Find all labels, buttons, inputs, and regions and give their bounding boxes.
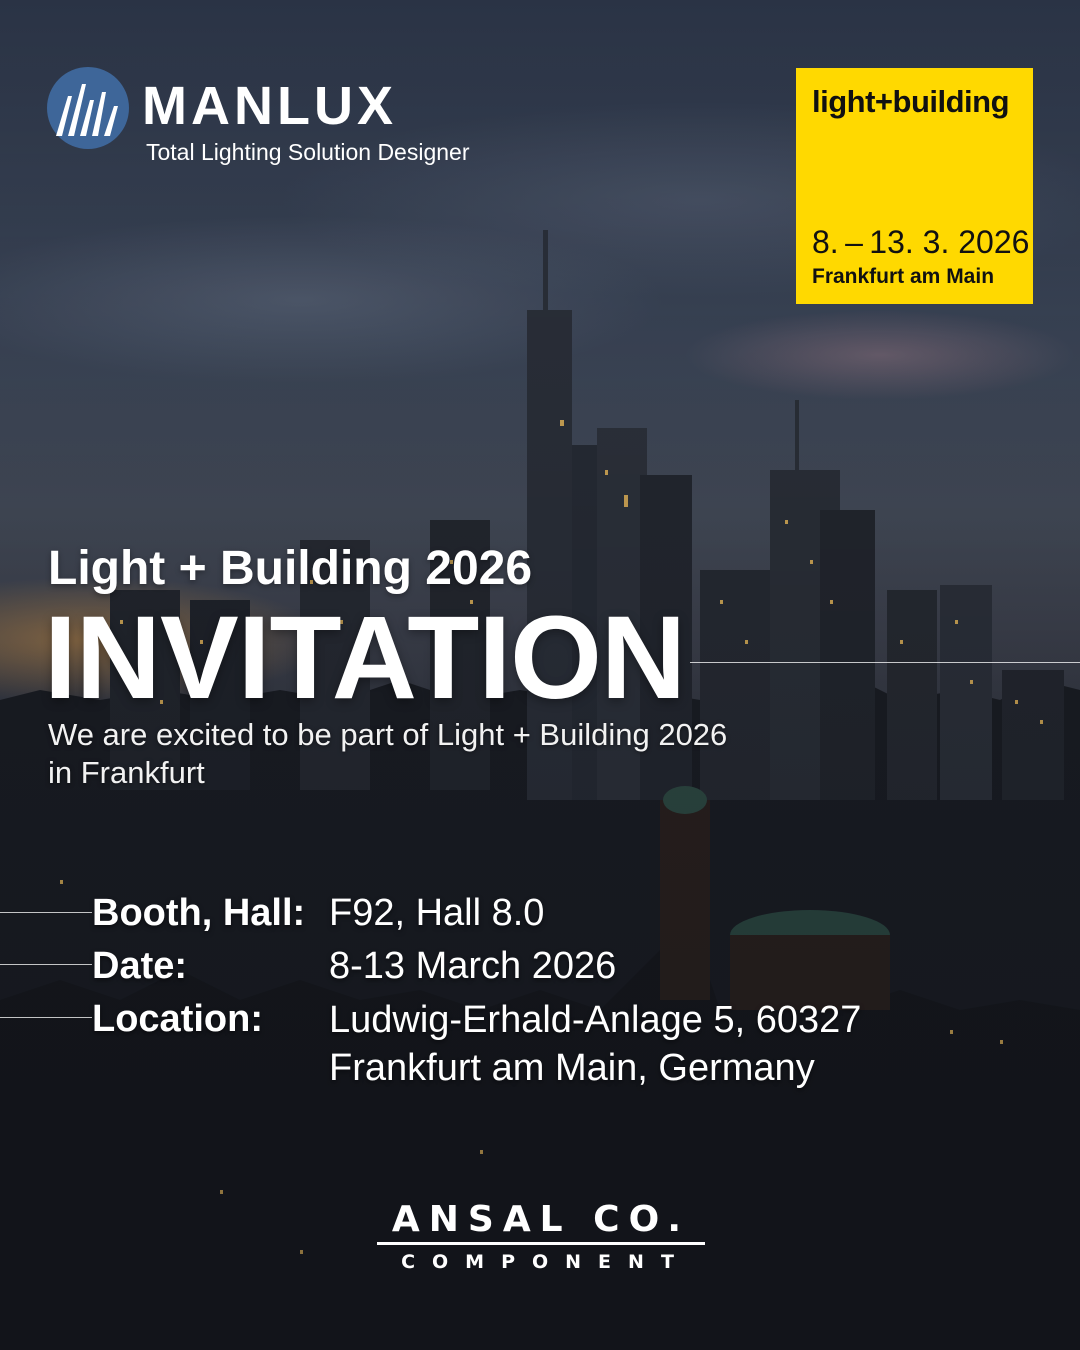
ansal-logo: ANSAL CO. COMPONENT — [376, 1199, 706, 1273]
brand-tagline: Total Lighting Solution Designer — [146, 139, 470, 165]
date-rule — [0, 964, 92, 965]
light-building-badge: light+building 8. – 13. 3. 2026 Frankfur… — [796, 68, 1033, 304]
location-row: Location: Ludwig-Erhald-Anlage 5, 60327 … — [92, 996, 992, 1106]
intro-text: We are excited to be part of Light + Bui… — [48, 716, 848, 792]
event-title: Light + Building 2026 — [48, 542, 533, 595]
partner-logo-rule — [377, 1242, 705, 1245]
intro-line-2: in Frankfurt — [48, 755, 205, 790]
location-line-2: Frankfurt am Main, Germany — [329, 1047, 815, 1089]
partner-name: ANSAL CO. — [391, 1199, 691, 1240]
location-rule — [0, 1017, 92, 1018]
date-row: Date: 8-13 March 2026 — [92, 943, 992, 996]
location-label: Location: — [92, 998, 263, 1040]
badge-title: light+building — [812, 84, 1010, 119]
intro-line-1: We are excited to be part of Light + Bui… — [48, 717, 728, 752]
booth-rule — [0, 912, 92, 913]
partner-subtitle: COMPONENT — [401, 1251, 691, 1273]
location-line-1: Ludwig-Erhald-Anlage 5, 60327 — [329, 999, 862, 1041]
manlux-logo: MANLUX Total Lighting Solution Designer — [46, 66, 506, 171]
location-value: Ludwig-Erhald-Anlage 5, 60327 Frankfurt … — [329, 996, 989, 1092]
heading-rule — [690, 662, 1080, 663]
badge-city: Frankfurt am Main — [812, 265, 995, 288]
date-value: 8-13 March 2026 — [329, 945, 617, 987]
date-label: Date: — [92, 945, 188, 987]
event-details: Booth, Hall: F92, Hall 8.0 Date: 8-13 Ma… — [92, 890, 992, 1106]
brand-name: MANLUX — [142, 76, 397, 136]
booth-row: Booth, Hall: F92, Hall 8.0 — [92, 890, 992, 943]
invitation-heading: INVITATION — [44, 592, 686, 724]
booth-value: F92, Hall 8.0 — [329, 892, 545, 934]
badge-dates: 8. – 13. 3. 2026 — [812, 224, 1030, 260]
booth-label: Booth, Hall: — [92, 892, 306, 934]
manlux-emblem-icon — [47, 67, 129, 149]
